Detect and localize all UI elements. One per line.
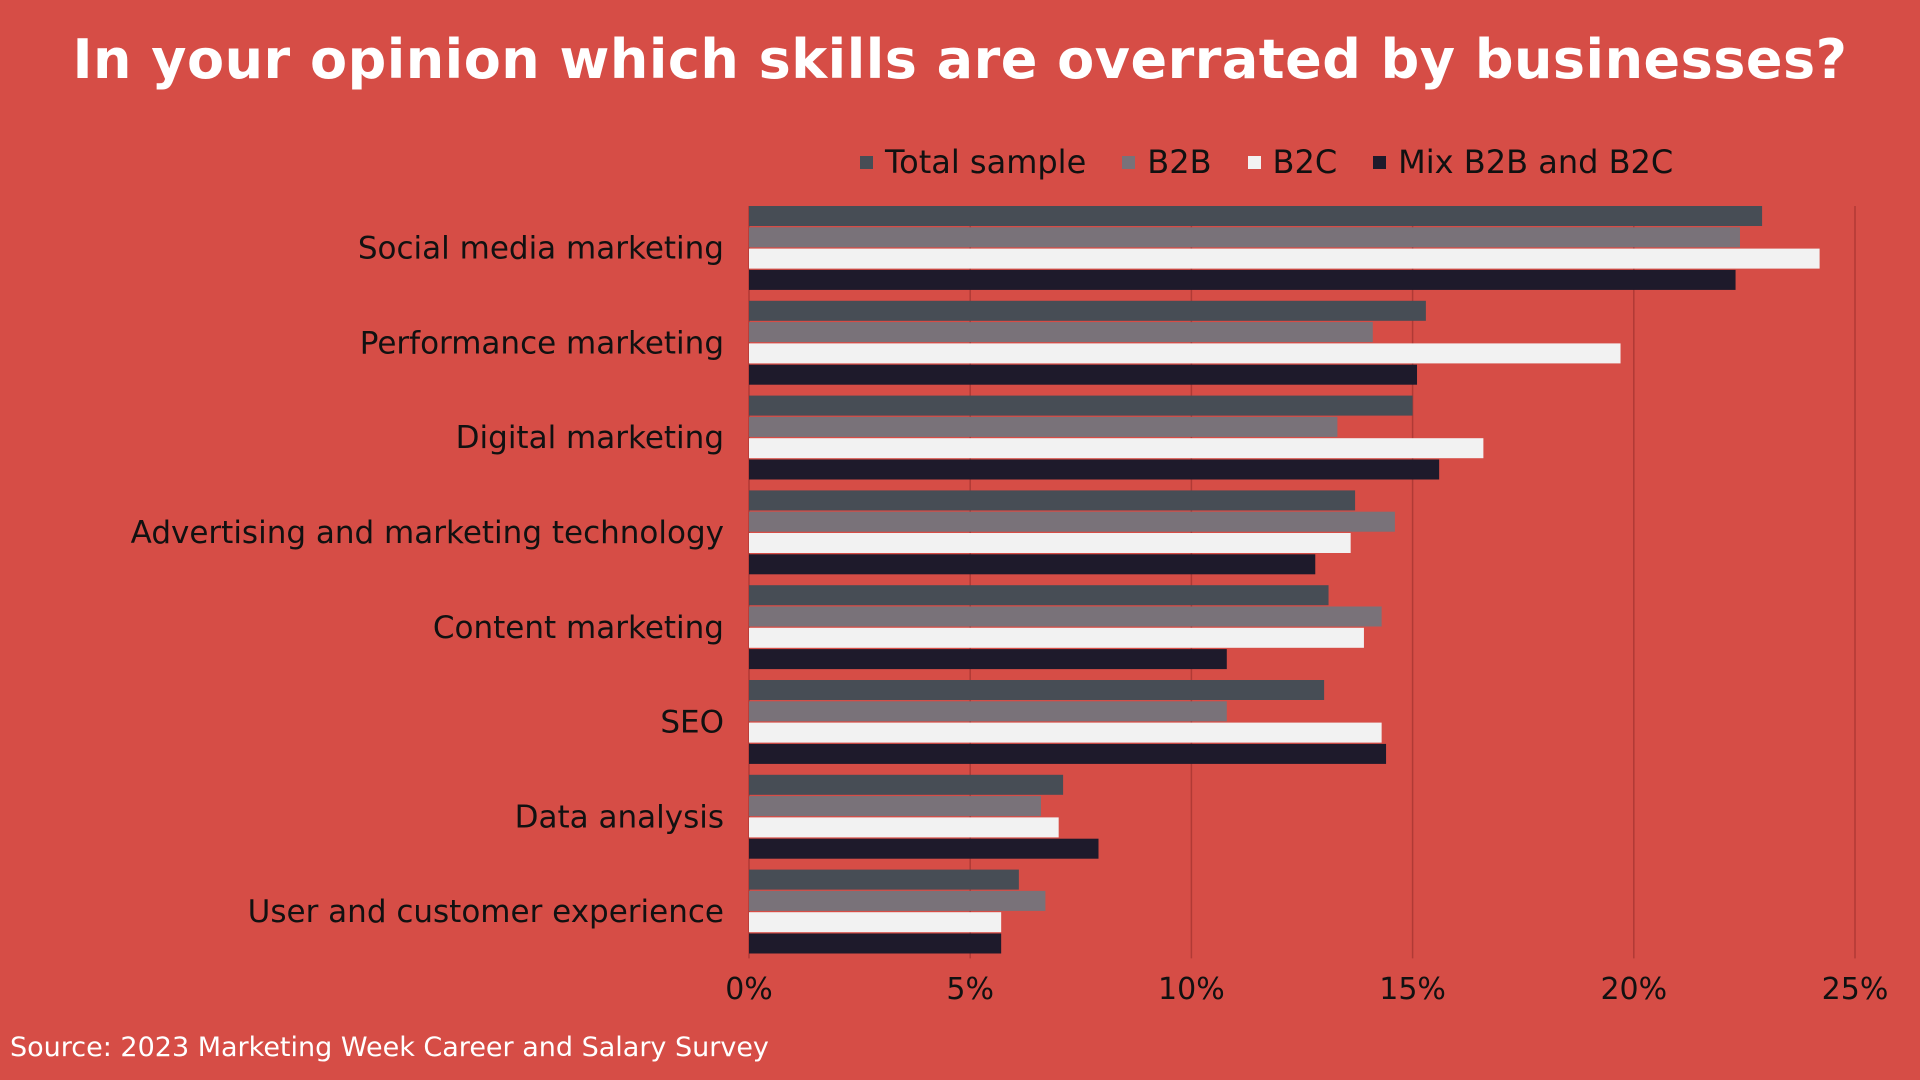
bar-b2b (749, 606, 1382, 627)
legend-swatch-icon (1373, 155, 1387, 169)
x-tick-label: 20% (1600, 972, 1667, 1007)
category-label: SEO (660, 705, 724, 741)
bar-mix-b2b-and-b2c (749, 743, 1387, 764)
legend-item: Mix B2B and B2C (1373, 143, 1673, 181)
bar-b2c (749, 627, 1364, 648)
bar-mix-b2b-and-b2c (749, 269, 1736, 290)
bar-mix-b2b-and-b2c (749, 649, 1227, 670)
x-tick-label: 25% (1822, 972, 1889, 1007)
bar-mix-b2b-and-b2c (749, 933, 1002, 954)
legend-item: B2C (1247, 143, 1338, 181)
x-tick-label: 15% (1379, 972, 1446, 1007)
bar-b2b (749, 227, 1740, 248)
bar-mix-b2b-and-b2c (749, 554, 1316, 575)
bar-b2c (749, 722, 1382, 743)
bar-total-sample (749, 490, 1356, 511)
chart-title: In your opinion which skills are overrat… (72, 28, 1848, 91)
category-label: User and customer experience (248, 894, 724, 930)
legend-label: Mix B2B and B2C (1398, 143, 1674, 181)
bar-b2b (749, 416, 1338, 437)
bar-mix-b2b-and-b2c (749, 364, 1418, 385)
bar-total-sample (749, 869, 1019, 890)
bar-total-sample (749, 206, 1763, 226)
bar-b2c (749, 533, 1351, 553)
bar-b2b (749, 796, 1041, 817)
bar-b2c (749, 343, 1621, 364)
bar-total-sample (749, 300, 1426, 321)
category-label: Data analysis (515, 799, 724, 835)
category-label: Content marketing (433, 610, 724, 646)
x-tick-label: 5% (946, 972, 994, 1007)
bar-b2b (749, 322, 1373, 343)
category-label: Social media marketing (358, 231, 724, 267)
category-label: Performance marketing (360, 325, 724, 361)
x-tick-label: 10% (1158, 972, 1225, 1007)
bar-b2c (749, 248, 1820, 269)
legend-label: B2B (1147, 143, 1212, 181)
legend: Total sample B2B B2C Mix B2B and B2C (860, 143, 1673, 181)
bar-b2c (749, 912, 1002, 933)
legend-label: B2C (1272, 143, 1338, 181)
legend-swatch-icon (1247, 155, 1261, 169)
legend-label: Total sample (885, 143, 1087, 181)
bar-total-sample (749, 585, 1329, 606)
bar-mix-b2b-and-b2c (749, 459, 1440, 480)
x-tick-label: 0% (725, 972, 773, 1007)
category-label: Advertising and marketing technology (131, 515, 724, 551)
bar-b2c (749, 817, 1059, 838)
source-note: Source: 2023 Marketing Week Career and S… (10, 1032, 769, 1063)
bar-total-sample (749, 774, 1064, 795)
category-label: Digital marketing (456, 420, 724, 456)
bar-total-sample (749, 680, 1325, 700)
bar-b2b (749, 511, 1395, 532)
bar-b2c (749, 438, 1484, 459)
bar-b2b (749, 701, 1227, 722)
bar-mix-b2b-and-b2c (749, 838, 1099, 859)
legend-swatch-icon (1122, 155, 1136, 169)
bar-total-sample (749, 395, 1413, 416)
legend-swatch-icon (860, 155, 873, 169)
bar-b2b (749, 890, 1046, 911)
legend-item: B2B (1122, 143, 1212, 181)
legend-item: Total sample (860, 143, 1086, 181)
